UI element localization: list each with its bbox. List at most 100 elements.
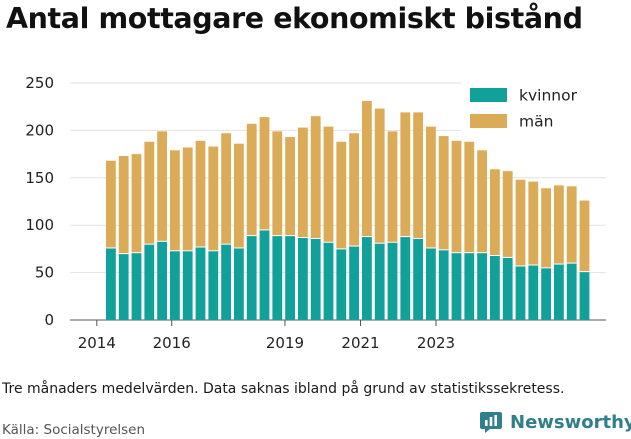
y-tick-label: 250 <box>25 74 54 92</box>
x-axis: 2014 2016 2019 2021 2023 <box>78 320 455 352</box>
bar-kvinnor <box>336 248 347 320</box>
bar-kvinnor <box>118 253 129 320</box>
bar-kvinnor <box>157 241 167 320</box>
bar-kvinnor <box>400 236 411 320</box>
x-tick-label: 2023 <box>417 334 455 352</box>
x-tick-label: 2019 <box>266 334 304 352</box>
bar-kvinnor <box>477 252 487 320</box>
bar-man <box>438 136 449 250</box>
bar-kvinnor <box>106 247 116 320</box>
bar-man <box>157 131 167 242</box>
bar-kvinnor <box>413 238 423 320</box>
y-tick-labels: 0 50 100 150 200 250 <box>25 74 54 329</box>
bar-kvinnor <box>323 242 334 320</box>
bar-man <box>285 137 295 236</box>
bar-man <box>170 150 180 251</box>
x-tick-label: 2021 <box>341 334 379 352</box>
bar-man <box>566 186 577 264</box>
legend-label: män <box>519 113 553 131</box>
bar-kvinnor <box>195 247 206 320</box>
bar-man <box>541 188 551 268</box>
bar-kvinnor <box>426 247 436 320</box>
brand[interactable]: Newsworthy <box>478 409 631 435</box>
brand-name: Newsworthy <box>510 411 631 433</box>
bar-kvinnor <box>310 238 321 320</box>
bar-kvinnor <box>490 255 500 320</box>
bar-man <box>426 126 436 248</box>
bar-kvinnor <box>259 229 270 320</box>
bar-kvinnor <box>554 264 564 320</box>
bar-man <box>400 112 411 237</box>
bar-man <box>349 133 359 247</box>
bar-man <box>131 154 142 253</box>
y-tick-label: 100 <box>25 216 54 234</box>
bar-man <box>259 117 270 230</box>
bar-kvinnor <box>362 236 372 320</box>
bar-man <box>464 141 475 253</box>
legend-label: kvinnor <box>519 87 578 105</box>
bar-man <box>298 127 308 238</box>
bar-kvinnor <box>515 265 526 320</box>
bar-kvinnor <box>387 242 398 320</box>
bar-man <box>221 133 231 245</box>
chart-caption: Tre månaders medelvärden. Data saknas ib… <box>2 381 565 397</box>
y-tick-label: 200 <box>25 121 54 139</box>
bar-man <box>554 185 564 265</box>
bar-man <box>528 181 539 266</box>
bar-man <box>451 140 462 253</box>
bar-man <box>374 108 385 244</box>
bar-man <box>208 146 219 251</box>
bar-kvinnor <box>144 244 155 320</box>
bar-kvinnor <box>464 252 475 320</box>
stacked-bar-chart: 0 50 100 150 200 250 2014 2016 2019 2021 2023 kvi… <box>25 74 613 352</box>
bar-man <box>477 150 487 253</box>
bar-kvinnor <box>502 257 513 320</box>
legend-swatch <box>470 114 507 128</box>
x-tick-label: 2016 <box>153 334 191 352</box>
bar-man <box>323 126 334 243</box>
bar-kvinnor <box>541 267 551 320</box>
bar-kvinnor <box>285 235 295 320</box>
bar-kvinnor <box>438 249 449 320</box>
bar-man <box>118 155 129 254</box>
x-tick-label: 2014 <box>78 334 116 352</box>
legend: kvinnor män <box>461 80 613 134</box>
bar-man <box>502 171 513 258</box>
bar-kvinnor <box>234 247 244 320</box>
bar-man <box>182 147 193 251</box>
legend-swatch <box>470 88 507 102</box>
bar-man <box>144 141 155 245</box>
bar-man <box>336 141 347 249</box>
y-tick-label: 150 <box>25 169 54 187</box>
bar-man <box>387 131 398 243</box>
bar-man <box>413 112 423 239</box>
newsworthy-logo-icon <box>480 412 502 433</box>
bar-kvinnor <box>528 265 539 320</box>
bar-kvinnor <box>208 250 219 320</box>
bar-man <box>246 123 257 236</box>
bar-man <box>106 160 116 248</box>
bar-man <box>272 131 283 236</box>
bars <box>106 101 590 320</box>
y-tick-label: 0 <box>44 311 54 329</box>
bar-man <box>490 169 500 256</box>
bar-kvinnor <box>566 263 577 320</box>
bar-man <box>362 101 372 237</box>
bar-man <box>234 143 244 248</box>
y-tick-label: 50 <box>35 264 54 282</box>
bar-kvinnor <box>349 246 359 320</box>
bar-kvinnor <box>272 235 283 320</box>
bar-kvinnor <box>221 244 231 320</box>
bar-man <box>515 179 526 266</box>
bar-kvinnor <box>246 235 257 320</box>
bar-kvinnor <box>374 243 385 320</box>
bar-man <box>310 116 321 239</box>
bar-kvinnor <box>131 252 142 320</box>
chart-title: Antal mottagare ekonomiskt bistånd <box>6 2 583 35</box>
bar-man <box>579 200 590 272</box>
bar-kvinnor <box>298 237 308 320</box>
bar-kvinnor <box>451 252 462 320</box>
bar-kvinnor <box>579 271 590 320</box>
bar-man <box>195 140 206 248</box>
bar-kvinnor <box>170 250 180 320</box>
